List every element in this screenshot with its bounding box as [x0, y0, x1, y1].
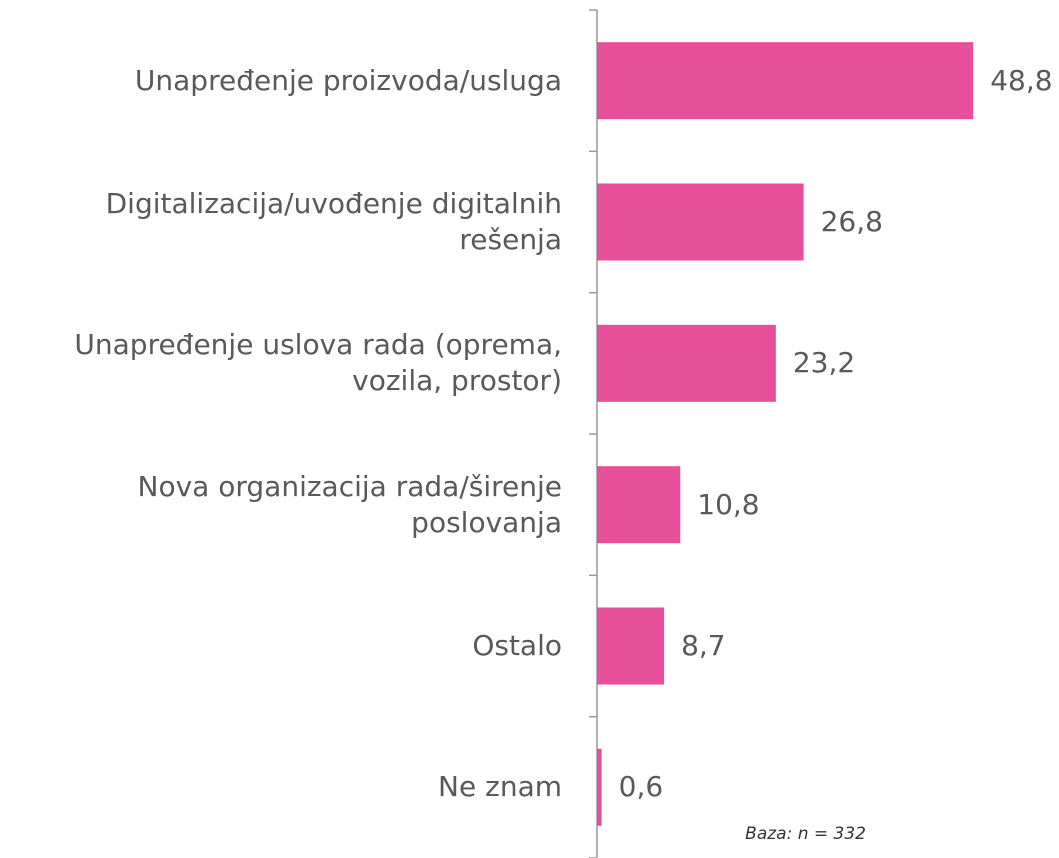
category-label: Digitalizacija/uvođenje digitalnih rešen… [105, 187, 562, 256]
bar [597, 183, 804, 261]
bar [597, 324, 776, 402]
bar [597, 42, 974, 120]
category-label: Nova organizacija rada/širenje poslovanj… [137, 469, 562, 539]
value-label: 8,7 [681, 629, 726, 662]
value-label: 0,6 [618, 770, 664, 804]
category-label: Ne znam [438, 770, 562, 804]
value-label: 10,8 [697, 487, 760, 521]
bar [597, 748, 602, 826]
category-label: Ostalo [472, 629, 562, 662]
bar [597, 607, 665, 685]
value-label: 23,2 [792, 346, 856, 380]
bar [597, 466, 681, 544]
category-label: Unapređenje uslova rada (oprema, vozila,… [74, 328, 562, 398]
value-label: 26,8 [820, 205, 883, 238]
footnote: Baza: n = 332 [745, 824, 866, 844]
value-label: 48,8 [990, 63, 1053, 97]
category-label: Unapređenje proizvoda/usluga [134, 63, 562, 97]
